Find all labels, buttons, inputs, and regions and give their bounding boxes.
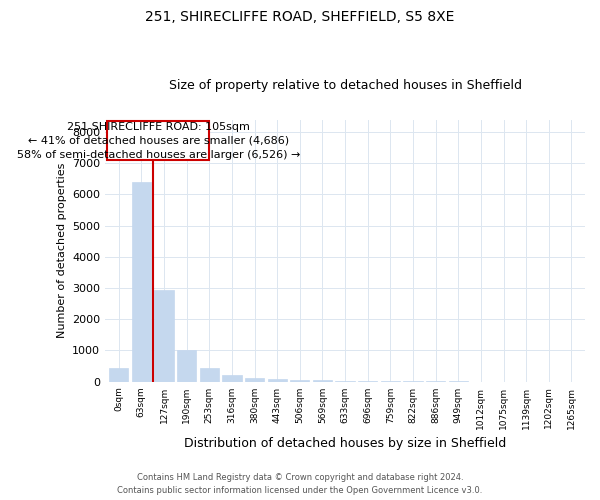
Bar [290, 380, 310, 382]
Bar [200, 368, 219, 382]
Bar [313, 380, 332, 382]
Text: Contains HM Land Registry data © Crown copyright and database right 2024.
Contai: Contains HM Land Registry data © Crown c… [118, 474, 482, 495]
Bar [335, 380, 355, 382]
FancyBboxPatch shape [107, 121, 209, 160]
Title: Size of property relative to detached houses in Sheffield: Size of property relative to detached ho… [169, 79, 521, 92]
Text: 251, SHIRECLIFFE ROAD, SHEFFIELD, S5 8XE: 251, SHIRECLIFFE ROAD, SHEFFIELD, S5 8XE [145, 10, 455, 24]
Text: 251 SHIRECLIFFE ROAD: 105sqm
← 41% of detached houses are smaller (4,686)
58% of: 251 SHIRECLIFFE ROAD: 105sqm ← 41% of de… [17, 122, 300, 160]
Bar [154, 290, 173, 382]
Bar [132, 182, 151, 382]
Bar [381, 381, 400, 382]
Y-axis label: Number of detached properties: Number of detached properties [56, 163, 67, 338]
X-axis label: Distribution of detached houses by size in Sheffield: Distribution of detached houses by size … [184, 437, 506, 450]
Bar [245, 378, 264, 382]
Bar [358, 381, 377, 382]
Bar [222, 374, 242, 382]
Bar [177, 350, 196, 382]
Bar [109, 368, 128, 382]
Bar [268, 379, 287, 382]
